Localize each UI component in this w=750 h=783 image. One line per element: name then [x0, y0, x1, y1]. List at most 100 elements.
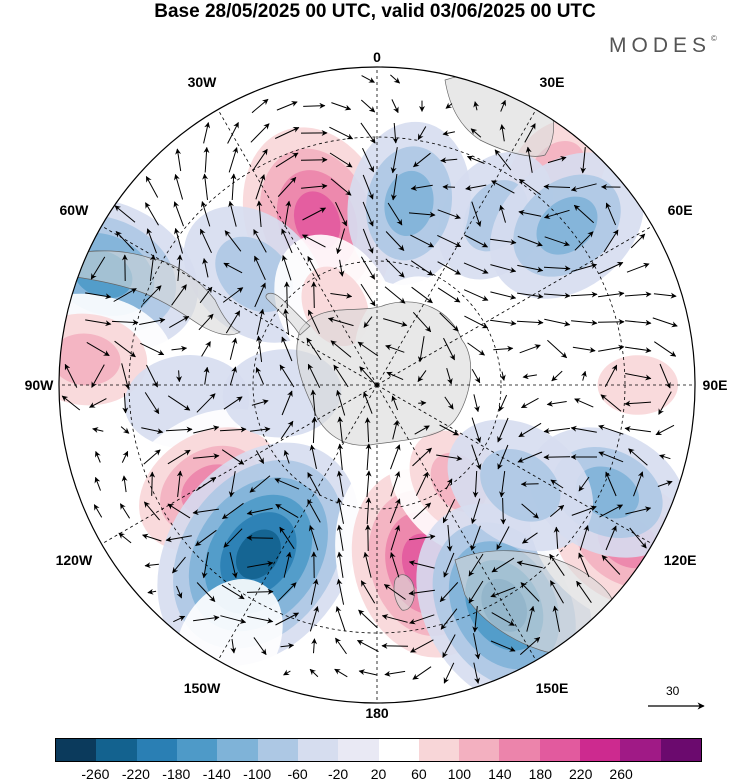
wind-arrow: [230, 173, 237, 201]
wind-arrow: [229, 552, 238, 579]
wind-arrow: [473, 633, 481, 660]
wind-arrow: [659, 454, 671, 460]
wind-arrow: [307, 255, 321, 280]
meridian-line: [376, 225, 653, 386]
wind-arrow: [467, 342, 485, 356]
wind-arrow: [280, 642, 295, 649]
colorbar-segment: [136, 739, 177, 761]
wind-arrow: [463, 289, 489, 301]
wind-arrow: [550, 479, 564, 489]
wind-arrow: [598, 451, 624, 463]
wind-arrow: [220, 615, 247, 624]
wind-arrow: [90, 256, 106, 280]
wind-arrow: [145, 202, 159, 226]
wind-arrow: [443, 337, 455, 361]
wind-arrow: [571, 319, 598, 326]
wind-arrow: [255, 367, 265, 385]
map-title: Base 28/05/2025 00 UTC, valid 03/06/2025…: [154, 1, 596, 22]
meridian-line: [101, 225, 378, 386]
wind-arrow: [199, 286, 213, 304]
wind-arrow: [144, 562, 159, 569]
wind-arrow: [440, 157, 458, 164]
wind-arrow: [573, 204, 595, 224]
wind-arrow: [443, 552, 455, 578]
wind-arrow: [518, 422, 542, 438]
wind-arrow: [443, 662, 455, 684]
wind-arrow: [114, 205, 136, 223]
wind-arrow: [496, 526, 510, 551]
wind-arrow: [543, 427, 570, 434]
wind-arrow: [89, 398, 107, 408]
wind-arrow: [437, 209, 461, 220]
wind-arrow: [277, 582, 297, 602]
wind-arrow: [198, 313, 214, 331]
wind-arrow: [195, 529, 217, 547]
wind-arrow: [390, 174, 398, 201]
wind-arrow: [471, 444, 482, 470]
wind-arrow: [336, 470, 344, 497]
wind-arrow: [499, 124, 506, 142]
colorbar-segment: [499, 739, 540, 761]
wind-arrow: [410, 184, 433, 191]
wind-arrow: [274, 127, 300, 139]
wind-arrow: [517, 292, 544, 300]
wind-arrow: [516, 560, 543, 569]
colorbar-tick-label: 220: [569, 766, 593, 782]
wind-arrow: [335, 201, 347, 227]
new-zealand-landmass: [393, 574, 415, 611]
wind-arrow: [517, 235, 543, 247]
wind-arrow: [549, 505, 565, 517]
wind-arrow: [464, 315, 489, 329]
wind-arrow: [386, 371, 404, 381]
wind-arrow: [330, 178, 352, 196]
wind-arrow: [149, 254, 156, 281]
wind-arrow: [473, 394, 480, 413]
wind-arrow: [657, 480, 673, 487]
colorbar-segment: [96, 739, 137, 761]
wind-arrow: [445, 478, 453, 490]
wind-arrow: [202, 258, 209, 278]
wind-arrow: [93, 504, 103, 518]
brand-text: MODES: [609, 34, 712, 57]
wind-arrow: [653, 292, 677, 299]
wind-arrow: [543, 292, 571, 299]
wind-arrow: [61, 395, 81, 411]
wind-arrow: [437, 234, 462, 248]
wind-arrow: [307, 472, 321, 496]
wind-arrow: [498, 394, 508, 412]
wind-arrow: [598, 262, 624, 274]
wind-arrow: [306, 337, 322, 361]
wind-arrow: [172, 556, 186, 574]
longitude-label: 0: [373, 49, 381, 65]
wind-arrow: [381, 614, 408, 623]
wind-arrow: [493, 345, 514, 352]
wind-arrow: [624, 291, 652, 298]
wind-arrow: [335, 389, 346, 416]
wind-arrow: [115, 231, 135, 251]
colorbar-tick-label: -180: [162, 766, 191, 782]
wind-arrow: [281, 390, 293, 416]
wind-arrow: [336, 228, 346, 255]
colorbar-segment: [580, 739, 621, 761]
wind-arrow: [578, 552, 590, 578]
wind-arrow: [473, 101, 480, 111]
meridian-line: [376, 384, 653, 545]
wind-arrow: [468, 553, 484, 577]
wind-arrow: [122, 393, 129, 414]
wind-arrow: [139, 317, 166, 325]
wind-arrow: [221, 449, 245, 465]
wind-arrow: [490, 264, 517, 273]
wind-arrow: [490, 586, 516, 598]
wind-arrow: [167, 503, 191, 519]
colorbar-segment: [297, 739, 339, 761]
wind-arrow: [301, 183, 328, 190]
wind-arrow: [520, 582, 540, 602]
wind-arrow: [625, 319, 652, 326]
wind-arrow: [256, 335, 263, 362]
wind-arrow: [311, 416, 318, 444]
colorbar-segment: [459, 739, 500, 761]
wind-arrow: [360, 283, 376, 307]
wind-arrow: [383, 318, 408, 327]
wind-arrow: [361, 75, 375, 83]
wind-arrow: [176, 254, 183, 282]
